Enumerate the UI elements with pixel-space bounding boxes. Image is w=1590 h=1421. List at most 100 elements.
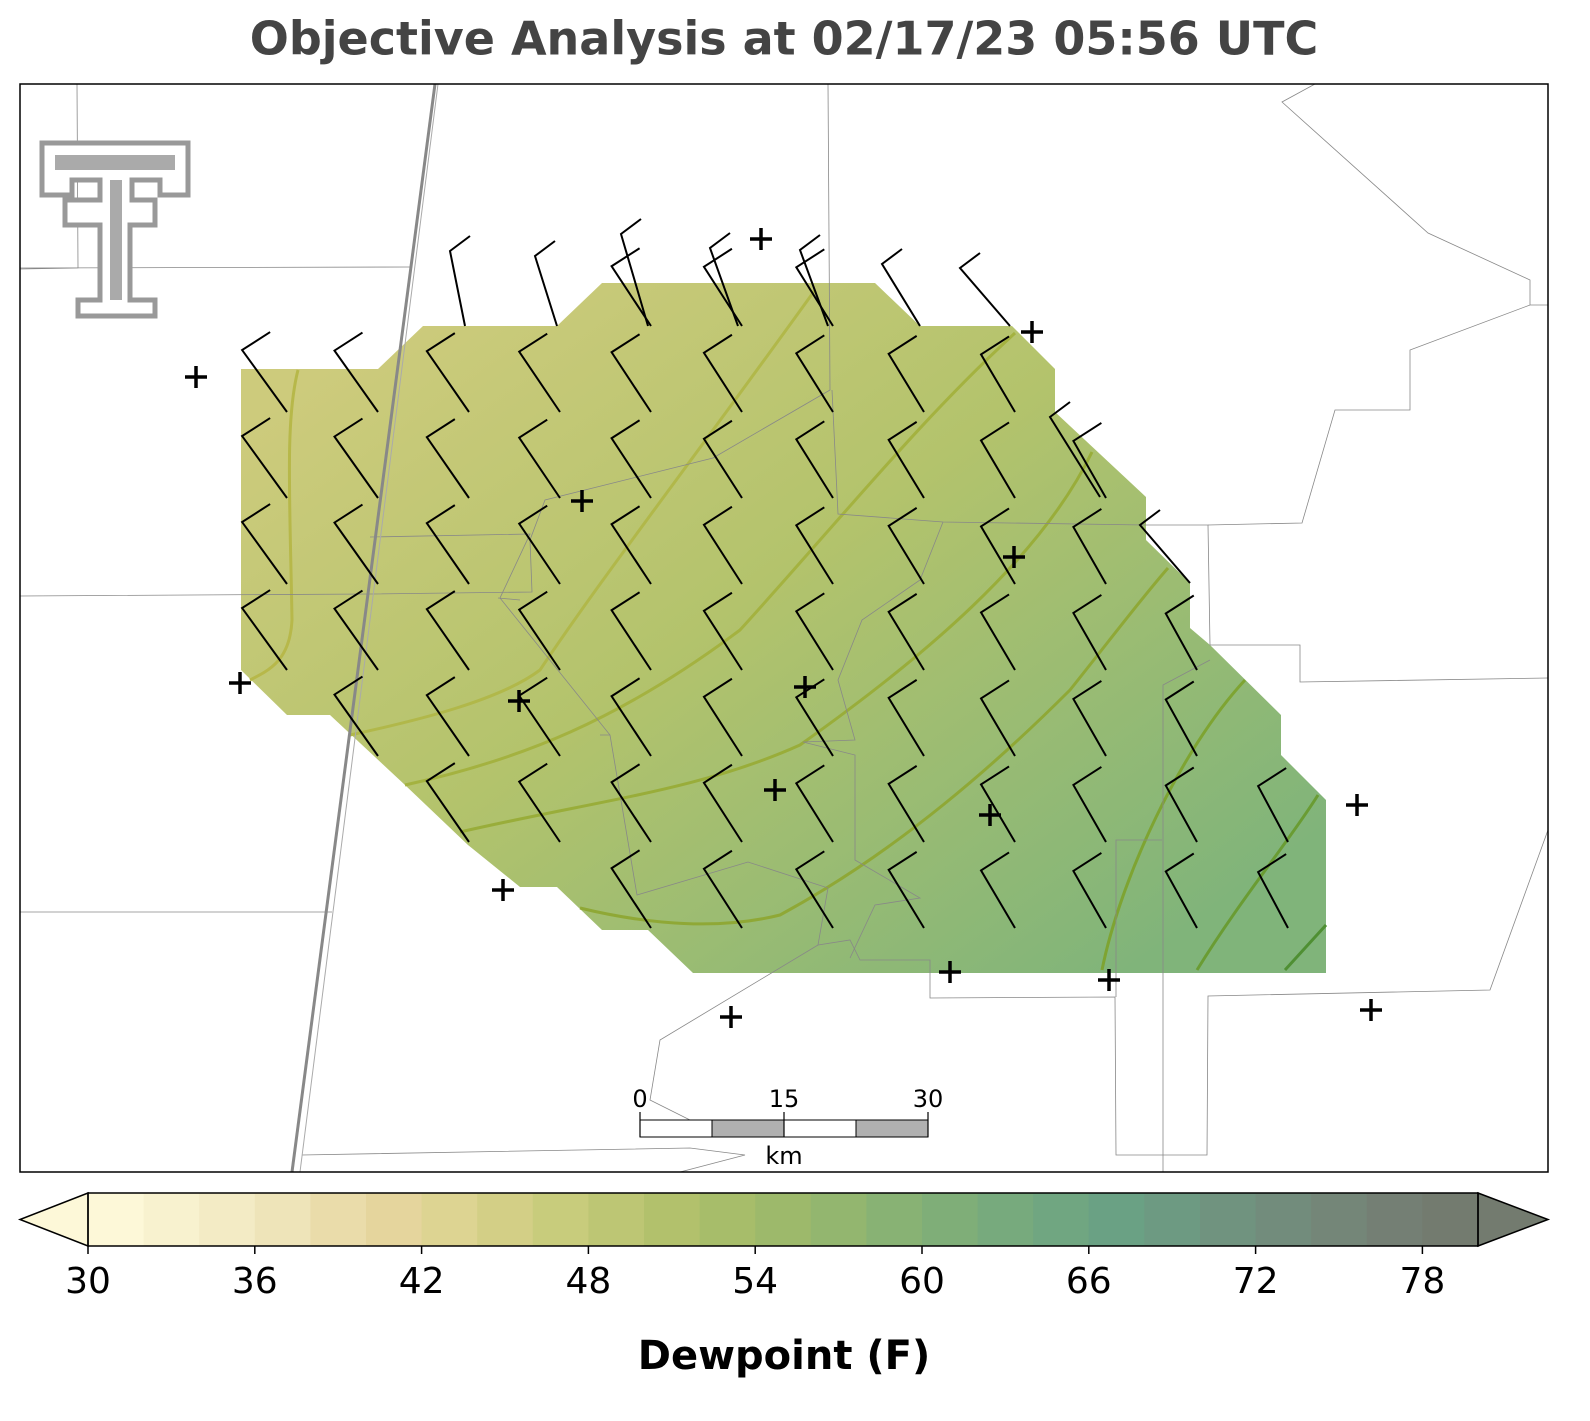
station-marker <box>185 366 207 388</box>
station-marker <box>1346 794 1368 816</box>
colorbar-bin <box>310 1193 367 1246</box>
station-marker <box>508 690 530 712</box>
station-marker <box>492 879 514 901</box>
title: Objective Analysis at 02/17/23 05:56 UTC <box>250 12 1319 66</box>
colorbar-bin <box>254 1193 311 1246</box>
wind-barb <box>794 764 834 843</box>
wind-barb <box>702 333 743 413</box>
scale-bar: km 0 15 30 <box>632 1085 943 1170</box>
wind-barb <box>1164 852 1198 929</box>
wind-barb <box>240 589 288 671</box>
station-marker <box>229 672 251 694</box>
scale-segment <box>711 1119 785 1138</box>
wind-barb <box>610 505 652 585</box>
station-marker <box>1360 999 1382 1021</box>
wind-barb <box>425 418 470 499</box>
wind-barb <box>425 332 470 413</box>
wind-barb <box>533 240 558 327</box>
scale-tick-label: 0 <box>632 1085 647 1113</box>
colorbar-tick-label: 72 <box>1233 1261 1279 1302</box>
wind-barb <box>1256 853 1289 929</box>
colorbar-bin <box>532 1193 589 1246</box>
colorbar-bin <box>1200 1193 1257 1246</box>
wind-barb <box>702 677 743 757</box>
colorbar-bin <box>977 1193 1034 1246</box>
colorbar-bin <box>143 1193 200 1246</box>
wind-barb <box>425 504 470 585</box>
wind-barb <box>333 589 379 671</box>
colorbar-tick-label: 36 <box>232 1261 278 1302</box>
wind-barb <box>1072 508 1107 585</box>
colorbar-tick-label: 30 <box>65 1261 111 1302</box>
wind-barb <box>702 505 743 585</box>
wind-barb <box>979 507 1016 585</box>
wind-barb <box>425 762 470 843</box>
colorbar-bin <box>1422 1193 1479 1246</box>
wind-barb <box>794 592 834 671</box>
wind-barb <box>1164 766 1198 843</box>
colorbar-tick-label: 78 <box>1399 1261 1445 1302</box>
wind-barb <box>1072 852 1107 929</box>
county-lines <box>20 84 1548 1172</box>
colorbar-bin <box>421 1193 478 1246</box>
station-marker <box>1098 969 1120 991</box>
wind-barb <box>1256 767 1289 843</box>
colorbar-bin <box>922 1193 979 1246</box>
wind-barb <box>610 763 652 843</box>
colorbar-extend-min <box>17 1191 89 1248</box>
wind-barb <box>610 247 652 327</box>
wind-barb <box>610 419 652 499</box>
wind-barb <box>610 677 652 757</box>
wind-barb <box>702 247 743 327</box>
map-frame <box>19 83 1549 1173</box>
scale-segment <box>639 1119 713 1138</box>
wind-barb <box>979 851 1016 929</box>
station-marker <box>571 490 593 512</box>
dewpoint-analysis <box>241 283 1326 973</box>
scale-tick-label: 15 <box>769 1085 800 1113</box>
wind-barb <box>708 232 739 327</box>
station-marker <box>720 1006 742 1028</box>
wind-barb <box>1072 680 1107 757</box>
wind-barb <box>702 591 743 671</box>
colorbar-tick-label: 60 <box>899 1261 945 1302</box>
station-marker <box>1021 321 1043 343</box>
station-marker <box>979 804 1001 826</box>
wind-barb <box>887 593 925 671</box>
wind-barb <box>1048 401 1101 498</box>
colorbar: Dewpoint (F) 30 36 42 48 54 60 66 72 78 <box>17 1191 1551 1379</box>
wind-barb <box>979 679 1016 757</box>
wind-barb <box>887 765 925 843</box>
ttu-logo <box>39 140 191 319</box>
wind-barb <box>794 420 834 499</box>
wind-barb <box>702 763 743 843</box>
wind-barb <box>979 421 1016 499</box>
station-marker <box>1003 546 1025 568</box>
wind-barb <box>425 676 470 757</box>
colorbar-tick-label: 48 <box>565 1261 611 1302</box>
wind-barb <box>702 419 743 499</box>
wind-barb <box>1164 594 1198 671</box>
colorbar-label: Dewpoint (F) <box>638 1333 931 1379</box>
colorbar-bin <box>1255 1193 1312 1246</box>
colorbar-bin <box>644 1193 701 1246</box>
wind-barb <box>794 850 834 929</box>
colorbar-bin <box>588 1193 645 1246</box>
colorbar-bin <box>699 1193 756 1246</box>
wind-barb <box>1164 680 1198 757</box>
wind-barb <box>517 590 561 671</box>
colorbar-bin <box>1088 1193 1145 1246</box>
scale-segment <box>855 1119 929 1138</box>
colorbar-bin <box>1144 1193 1201 1246</box>
map <box>20 84 1548 1172</box>
wind-barb <box>619 218 649 327</box>
wind-barb <box>1072 766 1107 843</box>
colorbar-bin <box>1033 1193 1090 1246</box>
colorbar-tick-label: 66 <box>1066 1261 1112 1302</box>
station-marker <box>764 779 786 801</box>
colorbar-bin <box>810 1193 867 1246</box>
wind-barb <box>517 504 561 585</box>
wind-barb <box>448 235 471 327</box>
colorbar-bin <box>1311 1193 1368 1246</box>
